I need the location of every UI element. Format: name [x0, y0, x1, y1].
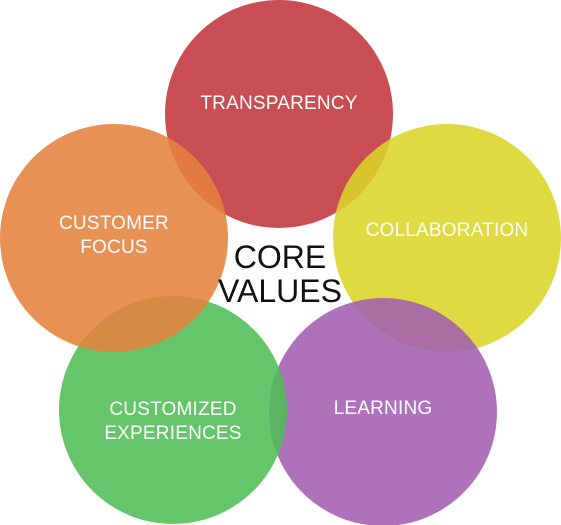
circle-transparency	[165, 0, 393, 228]
label-transparency: TRANSPARENCY	[200, 93, 358, 114]
label-customer-focus: CUSTOMER FOCUS	[59, 213, 169, 258]
circle-customer-focus	[0, 124, 228, 352]
center-title: CORE VALUES	[218, 239, 342, 309]
label-learning: LEARNING	[333, 398, 433, 419]
label-customized-experiences: CUSTOMIZED EXPERIENCES	[104, 399, 242, 444]
label-collaboration: COLLABORATION	[365, 220, 529, 241]
circle-collaboration	[333, 124, 561, 352]
circle-customized-experiences	[59, 296, 287, 524]
circle-learning	[269, 298, 497, 525]
